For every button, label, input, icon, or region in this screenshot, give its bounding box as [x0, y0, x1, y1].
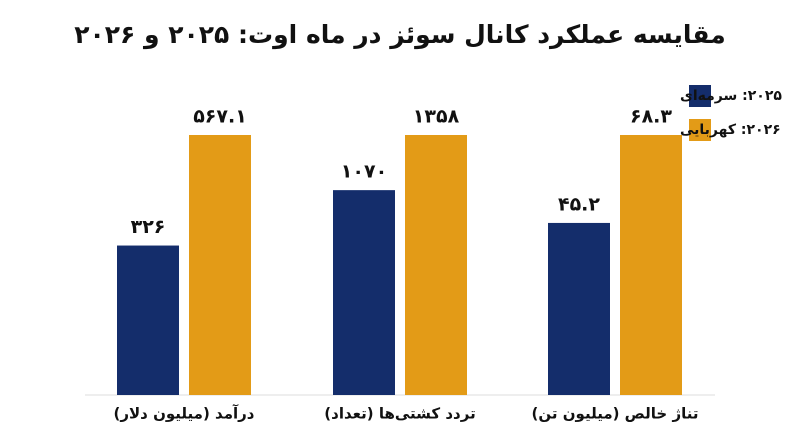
value-label: ۱۰۷۰	[341, 161, 387, 183]
bar	[189, 135, 251, 395]
bar	[548, 222, 610, 395]
value-label: ۵۶۷.۱	[193, 106, 247, 128]
legend-swatch	[689, 85, 711, 107]
legend-swatch	[689, 119, 711, 141]
bar	[405, 135, 467, 395]
x-tick-label: تناژ خالص (میلیون تن)	[532, 405, 699, 423]
bar	[620, 135, 682, 395]
legend-label: ۲۰۲۵: سرمه‌ای	[680, 88, 782, 104]
value-label: ۶۸.۳	[630, 106, 672, 128]
legend-label: ۲۰۲۶: کهربایی	[680, 122, 781, 138]
value-label: ۳۲۶	[131, 216, 166, 238]
bar	[333, 190, 395, 395]
x-tick-label: درآمد (میلیون دلار)	[114, 405, 255, 423]
x-tick-label: تردد کشتی‌ها (تعداد)	[324, 405, 475, 423]
chart-title: مقایسه عملکرد کانال سوئز در ماه اوت: ۲۰۲…	[74, 20, 725, 50]
bar	[117, 245, 179, 395]
value-label: ۴۵.۲	[558, 193, 600, 215]
value-label: ۱۳۵۸	[413, 106, 460, 128]
